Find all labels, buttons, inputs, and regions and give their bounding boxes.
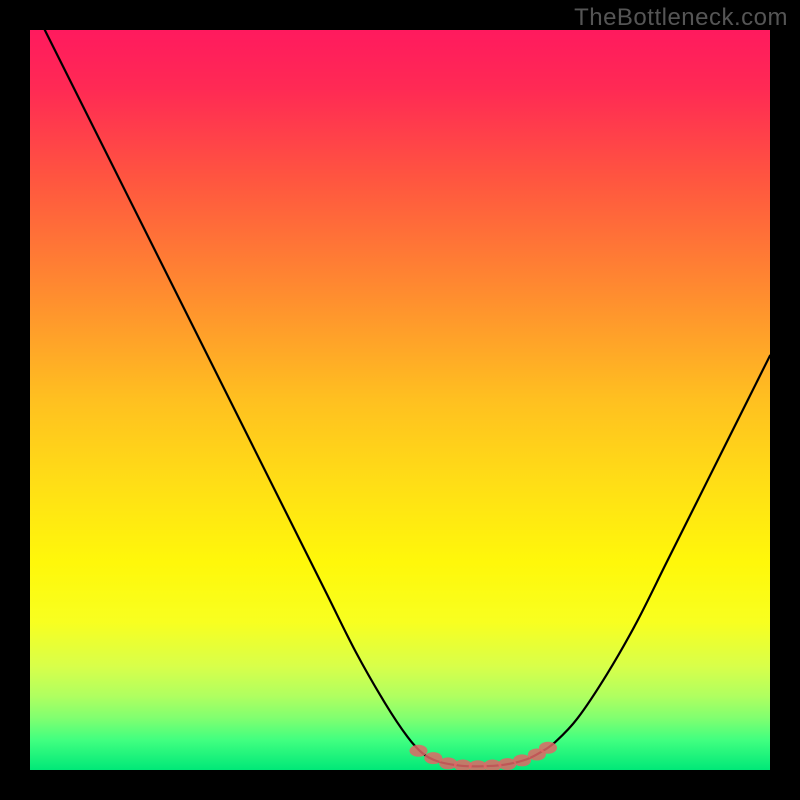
- watermark-text: TheBottleneck.com: [574, 4, 788, 32]
- plot-svg: [30, 30, 770, 770]
- valley-marker: [410, 745, 428, 757]
- valley-marker: [439, 757, 457, 769]
- plot-area: [30, 30, 770, 770]
- chart-container: TheBottleneck.com: [0, 0, 800, 800]
- valley-marker: [539, 742, 557, 754]
- gradient-background: [30, 30, 770, 770]
